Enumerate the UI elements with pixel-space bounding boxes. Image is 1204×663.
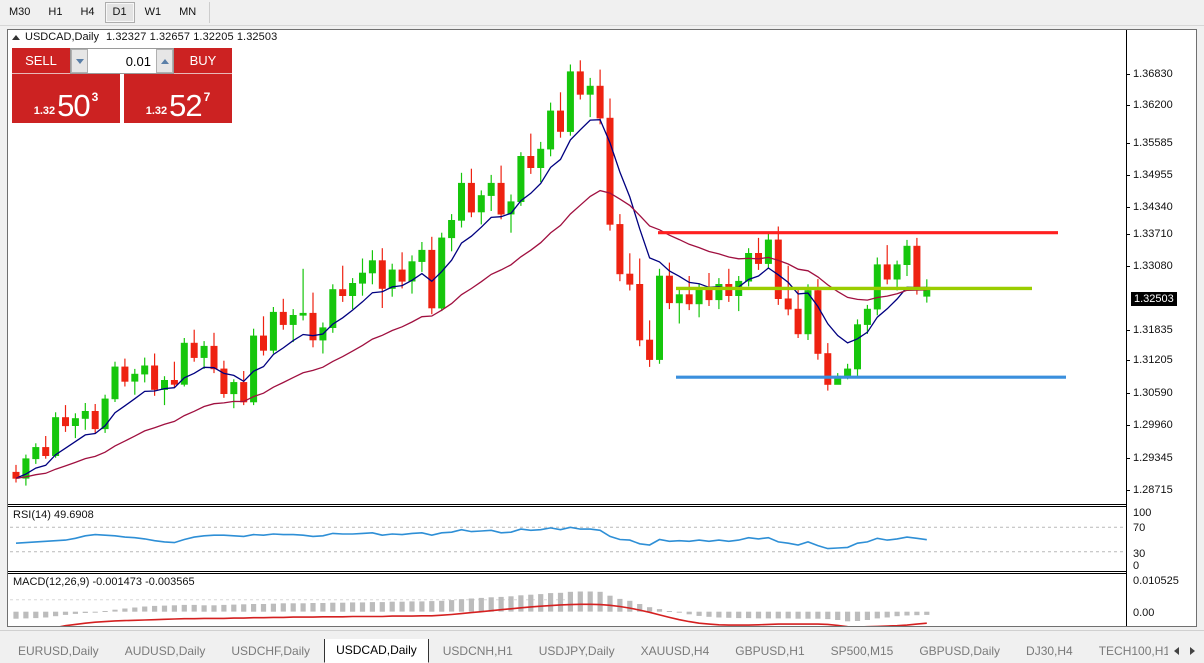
chart-symbol-label: USDCAD,Daily <box>25 31 99 43</box>
price-pane[interactable] <box>8 44 1126 505</box>
trade-panel-top-row: SELL 0.01 BUY <box>12 48 232 74</box>
price-scale-label: 1.28715 <box>1133 484 1173 496</box>
collapse-arrow-icon[interactable] <box>12 34 20 40</box>
macd-chart-svg <box>10 591 930 626</box>
sell-price-prefix: 1.32 <box>33 105 56 117</box>
price-scale-label: 1.35585 <box>1133 137 1173 149</box>
sell-price-point: 3 <box>91 90 99 104</box>
volume-input[interactable]: 0.01 <box>88 49 156 73</box>
price-scale-label: 1.31205 <box>1133 354 1173 366</box>
macd-scale-label: -0.0073 <box>1133 625 1170 626</box>
chart-tab-usdcnh-h1[interactable]: USDCNH,H1 <box>442 644 513 658</box>
rsi-label: RSI(14) 49.6908 <box>13 509 94 521</box>
rsi-scale-label: 70 <box>1133 522 1146 534</box>
chart-tab-audusd-daily[interactable]: AUDUSD,Daily <box>124 644 206 658</box>
rsi-pane[interactable]: RSI(14) 49.6908 <box>8 506 1126 572</box>
arrow-right-icon <box>1189 647 1195 655</box>
chart-tab-gbpusd-h1[interactable]: GBPUSD,H1 <box>735 644 805 658</box>
toolbar-divider <box>209 2 211 23</box>
timeframe-w1[interactable]: W1 <box>144 6 162 18</box>
rsi-chart-svg <box>10 526 1124 553</box>
volume-increase-button[interactable] <box>156 49 173 73</box>
price-tick <box>1127 143 1130 144</box>
price-scale-label: 1.31835 <box>1133 324 1173 336</box>
chart-tab-usdjpy-daily[interactable]: USDJPY,Daily <box>538 644 615 658</box>
trade-panel-prices: 1.32 50 3 1.32 52 7 <box>12 74 232 123</box>
price-tick <box>1127 425 1130 426</box>
chart-tab-usdchf-daily[interactable]: USDCHF,Daily <box>231 644 311 658</box>
price-tick <box>1127 330 1130 331</box>
tab-scroll-controls <box>1168 639 1200 663</box>
price-scale-label: 1.33710 <box>1133 228 1173 240</box>
buy-price-prefix: 1.32 <box>145 105 168 117</box>
price-scale-label: 1.29345 <box>1133 452 1173 464</box>
timeframe-h1[interactable]: H1 <box>48 6 63 18</box>
sell-button[interactable]: SELL <box>12 48 70 74</box>
arrow-left-icon <box>1173 647 1179 655</box>
chart-ohlc-values: 1.32327 1.32657 1.32205 1.32503 <box>105 31 278 43</box>
one-click-trading-panel[interactable]: SELL 0.01 BUY 1.32 50 3 <box>12 48 232 123</box>
rsi-scale-labels: 100 70 30 0 <box>1127 506 1196 572</box>
sell-price-big: 50 <box>57 88 90 123</box>
price-tick <box>1127 175 1130 176</box>
price-scale-label: 1.34340 <box>1133 201 1173 213</box>
timeframe-mn[interactable]: MN <box>179 6 197 18</box>
chart-header: USDCAD,Daily 1.32327 1.32657 1.32205 1.3… <box>8 30 1196 44</box>
price-scale-label: 1.34955 <box>1133 169 1173 181</box>
timeframe-toolbar: M30 H1 H4 D1 W1 MN <box>0 0 1204 26</box>
chart-tab-dj30-h4[interactable]: DJ30,H4 <box>1026 644 1073 658</box>
price-tick <box>1127 74 1130 75</box>
price-scale-labels: 1.36830 1.36200 1.35585 1.34955 1.34340 1.337… <box>1127 44 1196 505</box>
chart-tab-xauusd-h4[interactable]: XAUUSD,H4 <box>640 644 710 658</box>
buy-button[interactable]: BUY <box>174 48 232 74</box>
price-chart-svg <box>12 60 1066 486</box>
chart-tab-bar: EURUSD,Daily AUDUSD,Daily USDCHF,Daily USDC… <box>0 630 1204 663</box>
chart-tab-eurusd-daily[interactable]: EURUSD,Daily <box>18 644 99 658</box>
price-scale-label: 1.30590 <box>1133 387 1173 399</box>
chart-tab-tech100-h1[interactable]: TECH100,H1 <box>1098 644 1168 658</box>
macd-label: MACD(12,26,9) -0.001473 -0.003565 <box>13 576 195 588</box>
price-tick <box>1127 105 1130 106</box>
chart-tab-gbpusd-daily[interactable]: GBPUSD,Daily <box>919 644 1001 658</box>
price-tick <box>1127 266 1130 267</box>
price-scale-label: 1.29960 <box>1133 419 1173 431</box>
chevron-down-icon <box>75 58 84 64</box>
timeframe-m30[interactable]: M30 <box>9 6 31 18</box>
price-tick <box>1127 490 1130 491</box>
chart-tab-usdcad-daily[interactable]: USDCAD,Daily <box>324 639 429 663</box>
timeframe-d1[interactable]: D1 <box>104 2 135 23</box>
current-price-label: 1.32503 <box>1131 292 1177 306</box>
tab-scroll-left-button[interactable] <box>1168 642 1184 660</box>
price-tick <box>1127 458 1130 459</box>
timeframe-h4[interactable]: H4 <box>80 6 95 18</box>
sell-price-cell[interactable]: 1.32 50 3 <box>12 74 120 123</box>
rsi-scale-label: 0 <box>1133 560 1140 572</box>
price-tick <box>1127 393 1130 394</box>
buy-price-cell[interactable]: 1.32 52 7 <box>124 74 232 123</box>
macd-scale-label: 0.00 <box>1133 607 1155 619</box>
rsi-scale-label: 30 <box>1133 548 1146 560</box>
price-tick <box>1127 234 1130 235</box>
price-scale-label: 1.33080 <box>1133 260 1173 272</box>
chart-window: USDCAD,Daily 1.32327 1.32657 1.32205 1.3… <box>7 29 1197 627</box>
macd-scale-labels: 0.010525 0.00 -0.0073 <box>1127 573 1196 626</box>
macd-scale-label: 0.010525 <box>1133 575 1179 587</box>
price-tick <box>1127 360 1130 361</box>
tab-scroll-right-button[interactable] <box>1184 642 1200 660</box>
chart-tab-sp500-m15[interactable]: SP500,M15 <box>830 644 894 658</box>
buy-price-big: 52 <box>169 88 202 123</box>
price-tick <box>1127 207 1130 208</box>
macd-pane[interactable]: MACD(12,26,9) -0.001473 -0.003565 <box>8 573 1126 626</box>
price-scale-label: 1.36830 <box>1133 68 1173 80</box>
price-scale-column[interactable]: 1.36830 1.36200 1.35585 1.34955 1.34340 1.337… <box>1126 30 1196 626</box>
volume-decrease-button[interactable] <box>71 49 88 73</box>
volume-stepper[interactable]: 0.01 <box>70 48 174 74</box>
chevron-up-icon <box>160 58 169 64</box>
rsi-scale-label: 100 <box>1133 507 1152 519</box>
chart-tab-strip: EURUSD,Daily AUDUSD,Daily USDCHF,Daily USDC… <box>6 639 1168 663</box>
buy-price-point: 7 <box>203 90 211 104</box>
price-scale-label: 1.36200 <box>1133 99 1173 111</box>
